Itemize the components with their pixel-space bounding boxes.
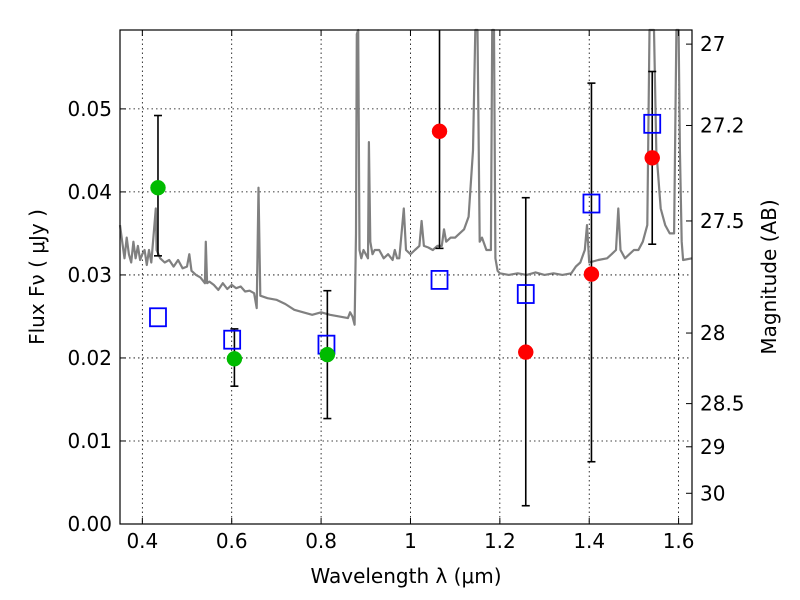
red-data-point xyxy=(644,150,660,166)
x-tick-label: 1 xyxy=(404,529,417,553)
spectrum-line xyxy=(118,28,693,326)
y-tick-label: 0.03 xyxy=(67,263,112,287)
right-tick-label: 29 xyxy=(700,435,725,459)
right-tick-label: 27.2 xyxy=(700,113,745,137)
model-box-marker xyxy=(430,270,449,290)
axis-ticks: 0.4 0.6 0.8 1 1.2 1.4 1.6 0.00 0.01 0.02 0.03 0.04 0… xyxy=(67,30,745,553)
model-box-marker xyxy=(643,113,662,134)
x-tick-label: 0.4 xyxy=(126,529,158,553)
x-tick-label: 1.2 xyxy=(484,529,516,553)
y-tick-label: 0.01 xyxy=(67,429,112,453)
x-axis-label: Wavelength λ (μm) xyxy=(310,564,501,588)
model-box-marker xyxy=(149,307,167,328)
x-tick-label: 1.4 xyxy=(573,529,605,553)
y-tick-label: 0.02 xyxy=(67,346,112,370)
green-data-point xyxy=(226,351,243,367)
red-data-point xyxy=(583,266,600,282)
red-data-point xyxy=(431,123,448,140)
right-tick-label: 27 xyxy=(700,32,725,56)
model-box-marker xyxy=(223,329,242,350)
right-tick-label: 28 xyxy=(700,321,725,345)
x-tick-label: 0.8 xyxy=(305,529,337,553)
y-tick-label: 0.05 xyxy=(67,97,112,121)
model-box-marker xyxy=(582,193,601,214)
y-tick-label: 0.00 xyxy=(67,512,112,536)
y-axis-label-right: Magnitude (AB) xyxy=(757,199,781,354)
y-axis-label: Flux Fν ( μJy ) xyxy=(25,209,49,345)
data-points xyxy=(150,123,660,367)
model-boxes xyxy=(149,113,662,355)
plot-frame xyxy=(119,29,693,525)
error-bars xyxy=(153,30,657,507)
red-data-point xyxy=(518,344,534,360)
right-tick-label: 30 xyxy=(700,481,725,505)
y-tick-label: 0.04 xyxy=(67,180,112,204)
model-box-marker xyxy=(516,284,535,304)
green-data-point xyxy=(319,346,336,363)
x-tick-label: 0.6 xyxy=(216,529,248,553)
right-tick-label: 28.5 xyxy=(700,392,745,416)
x-tick-label: 1.6 xyxy=(663,529,695,553)
right-tick-label: 27.5 xyxy=(700,209,745,233)
spectrum-series xyxy=(118,28,693,326)
green-data-point xyxy=(150,179,166,196)
